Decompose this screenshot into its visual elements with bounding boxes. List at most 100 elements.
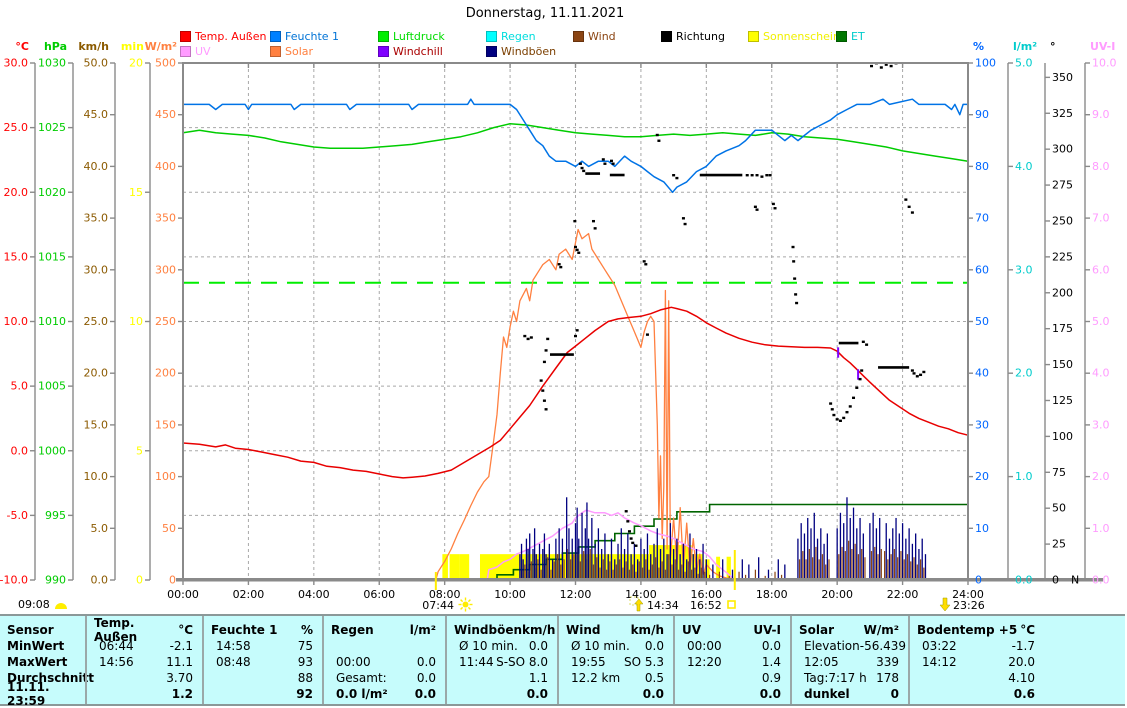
table-column-name: Wind bbox=[566, 623, 601, 637]
axis-unit-pct: % bbox=[973, 40, 985, 53]
svg-text:40.0: 40.0 bbox=[84, 160, 109, 173]
series-et bbox=[480, 503, 968, 581]
svg-text:70: 70 bbox=[975, 212, 989, 225]
table-cell-label: Tag:7:17 h bbox=[804, 671, 867, 685]
table-cell-row: 19:55 SO 5.3 bbox=[559, 654, 673, 670]
svg-text:10: 10 bbox=[129, 315, 143, 328]
table-cell-value: -1.7 bbox=[1011, 639, 1035, 653]
svg-text:0: 0 bbox=[169, 574, 176, 587]
svg-text:80: 80 bbox=[975, 160, 989, 173]
table-cell-row: Ø 10 min. 0.0 bbox=[447, 638, 557, 654]
svg-text:350: 350 bbox=[1052, 71, 1073, 84]
series-feuchte1 bbox=[183, 98, 968, 194]
svg-text:N: N bbox=[1071, 574, 1079, 587]
table-column-name: Windböen bbox=[454, 623, 522, 637]
legend-label: Luftdruck bbox=[393, 29, 445, 43]
table-column-feuchte-1: Feuchte 1% 14:58 75 08:48 93 88 92 bbox=[202, 616, 322, 704]
table-column-unit: UV-I bbox=[753, 623, 781, 637]
stats-table: Sensor MinWert MaxWert Durchschnitt 11.11. 2… bbox=[0, 614, 1125, 708]
axis-unit-temp: °C bbox=[15, 40, 29, 53]
table-cell-value: S-SO 8.0 bbox=[496, 655, 548, 669]
table-cell-value: 339 bbox=[876, 655, 899, 669]
legend-label: Regen bbox=[501, 29, 536, 43]
legend-label: Windböen bbox=[501, 44, 557, 58]
svg-text:10.0: 10.0 bbox=[1092, 57, 1117, 70]
legend-item-windchill: Windchill bbox=[378, 45, 443, 58]
table-column-sensor: Sensor MinWert MaxWert Durchschnitt 11.11. 2… bbox=[0, 616, 95, 708]
svg-text:350: 350 bbox=[155, 212, 176, 225]
legend-color-box bbox=[378, 45, 389, 57]
table-column-header: Feuchte 1% bbox=[204, 622, 322, 638]
table-cell-row: 14:58 75 bbox=[204, 638, 322, 654]
table-column-regen: Regen l/m² 00:00 0.0 Gesamt: 0.0 0.0 l/m² 0.0 bbox=[322, 616, 445, 704]
svg-text:995: 995 bbox=[45, 509, 66, 522]
axis-min: 0 5 10 15 20 bbox=[129, 57, 151, 587]
table-cell-row: 00:00 0.0 bbox=[675, 638, 790, 654]
plot-frame bbox=[182, 62, 969, 581]
table-cell-value: 0.0 bbox=[526, 687, 548, 701]
svg-text:20: 20 bbox=[129, 57, 143, 70]
table-column-unit: km/h bbox=[522, 623, 556, 637]
svg-text:50.0: 50.0 bbox=[84, 57, 109, 70]
svg-text:20.0: 20.0 bbox=[4, 186, 29, 199]
table-cell-value: 93 bbox=[297, 655, 313, 669]
svg-text:100: 100 bbox=[975, 57, 996, 70]
axis-unit-hpa: hPa bbox=[43, 40, 67, 53]
svg-text:75: 75 bbox=[1052, 466, 1066, 479]
svg-text:150: 150 bbox=[155, 418, 176, 431]
axis-hpa: 990 995 1000 1005 1010 1015 1020 1025 1030 bbox=[38, 57, 74, 587]
axis-lm2: 0.0 1.0 2.0 3.0 4.0 5.0 bbox=[1007, 57, 1033, 587]
table-column-unit: °C bbox=[178, 623, 193, 637]
table-cell-label: 11:44 bbox=[459, 655, 494, 669]
table-column-name: Bodentemp +5 bbox=[917, 623, 1018, 637]
svg-text:02:00: 02:00 bbox=[233, 588, 265, 601]
axis-kmh: 0.0 5.0 10.0 15.0 20.0 25.0 30.0 35.0 40.0 45.0 50… bbox=[84, 57, 116, 587]
gridlines bbox=[183, 63, 968, 580]
svg-text:5.0: 5.0 bbox=[1092, 315, 1110, 328]
svg-text:04:00: 04:00 bbox=[298, 588, 330, 601]
svg-text:1015: 1015 bbox=[38, 250, 66, 263]
table-cell-label: 14:58 bbox=[216, 639, 251, 653]
table-cell-value: 0 bbox=[890, 687, 899, 701]
svg-text:5: 5 bbox=[136, 444, 143, 457]
table-column-temp-au-en: Temp. Außen °C 06:44 -2.1 14:56 11.1 3.70 1.2 bbox=[85, 616, 202, 704]
svg-text:7.0: 7.0 bbox=[1092, 212, 1110, 225]
svg-text:20: 20 bbox=[975, 470, 989, 483]
svg-text:300: 300 bbox=[1052, 143, 1073, 156]
moonrise-marker: 14:34 bbox=[647, 599, 679, 612]
svg-text:20.0: 20.0 bbox=[84, 367, 109, 380]
table-column-name: Feuchte 1 bbox=[211, 623, 278, 637]
table-column-unit: km/h bbox=[630, 623, 664, 637]
table-cell-row: Gesamt: 0.0 bbox=[324, 670, 445, 686]
table-column-name: Solar bbox=[799, 623, 835, 637]
svg-text:9.0: 9.0 bbox=[1092, 108, 1110, 121]
table-column-header: Windböen km/h bbox=[447, 622, 557, 638]
table-column-wind: Wind km/h Ø 10 min. 0.0 19:55 SO 5.3 12.2 km 0.… bbox=[557, 616, 673, 704]
table-cell-value: 0.0 bbox=[414, 687, 436, 701]
axis-wm2: 0 50 100 150 200 250 300 350 400 450 500 bbox=[155, 57, 184, 587]
legend-item-regen: Regen bbox=[486, 29, 536, 43]
svg-text:0.0: 0.0 bbox=[1015, 574, 1033, 587]
table-cell-value: 0.5 bbox=[644, 671, 664, 685]
axis-unit-lm2: l/m² bbox=[1013, 40, 1038, 53]
svg-text:06:00: 06:00 bbox=[363, 588, 395, 601]
svg-text:-5.0: -5.0 bbox=[7, 509, 28, 522]
moonrise-time: 14:34 bbox=[647, 599, 679, 612]
table-cell-value: 1.4 bbox=[761, 655, 781, 669]
table-cell-row: 0.0 bbox=[447, 686, 557, 702]
legend-color-box bbox=[180, 30, 191, 42]
svg-text:0.0: 0.0 bbox=[91, 574, 109, 587]
table-cell-row: 4.10 bbox=[910, 670, 1044, 686]
svg-text:50: 50 bbox=[1052, 502, 1066, 515]
legend-color-box bbox=[661, 30, 672, 42]
table-cell-value: 92 bbox=[296, 687, 313, 701]
table-cell-row: 08:48 93 bbox=[204, 654, 322, 670]
series-sonnenschein bbox=[442, 545, 731, 580]
svg-text:175: 175 bbox=[1052, 322, 1073, 335]
table-cell-label: 14:56 bbox=[99, 655, 134, 669]
svg-text:200: 200 bbox=[155, 367, 176, 380]
table-row-label: Durchschnitt bbox=[7, 671, 95, 685]
svg-text:1025: 1025 bbox=[38, 121, 66, 134]
axis-unit-wm2: W/m² bbox=[144, 40, 177, 53]
table-header-sensor: Sensor bbox=[7, 623, 54, 637]
